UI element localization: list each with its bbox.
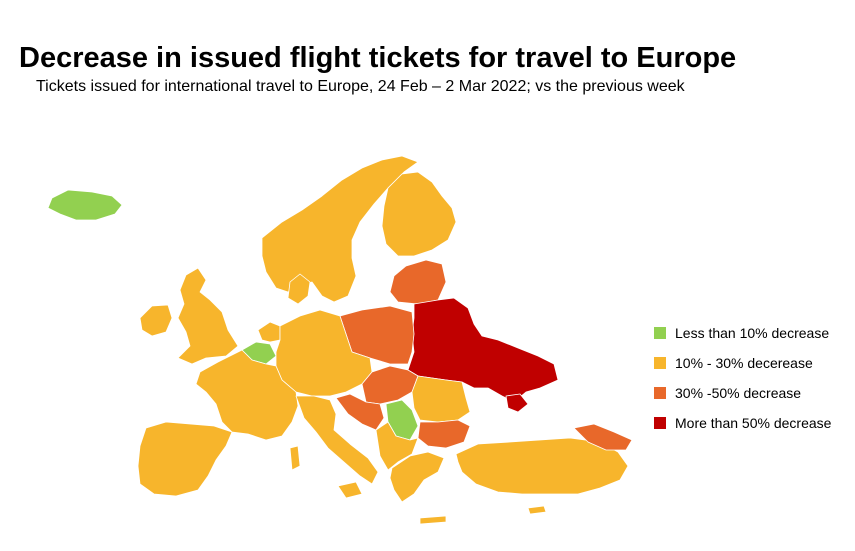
legend-label: 30% -50% decrease — [675, 385, 802, 401]
legend-label: Less than 10% decrease — [675, 325, 830, 341]
legend-item: Less than 10% decrease — [654, 318, 831, 348]
legend-item: More than 50% decrease — [654, 408, 831, 438]
region-sardinia — [289, 445, 301, 471]
region-romania — [411, 375, 471, 423]
region-western-balkans — [375, 421, 419, 471]
region-france — [195, 349, 299, 441]
legend-swatch — [654, 417, 666, 429]
region-italy — [295, 395, 379, 485]
region-netherlands — [257, 321, 281, 343]
region-ireland — [139, 304, 173, 337]
region-iceland — [47, 189, 123, 221]
region-central-europe — [275, 309, 373, 397]
legend-swatch — [654, 387, 666, 399]
region-denmark — [287, 273, 311, 305]
chart-subtitle: Tickets issued for international travel … — [36, 78, 685, 95]
region-baltics — [389, 259, 447, 305]
region-turkey — [455, 437, 629, 495]
legend-label: 10% - 30% decerease — [675, 355, 813, 371]
region-sicily — [337, 481, 363, 499]
region-crete — [419, 515, 447, 525]
region-greece — [389, 451, 445, 503]
legend-label: More than 50% decrease — [675, 415, 832, 431]
legend-swatch — [654, 357, 666, 369]
region-crimea — [505, 393, 529, 413]
region-caucasus — [573, 423, 633, 451]
region-bulgaria — [417, 419, 471, 449]
legend: Less than 10% decrease 10% - 30% decerea… — [654, 318, 831, 438]
region-great-britain — [177, 267, 239, 365]
region-iberia — [137, 421, 233, 497]
legend-swatch — [654, 327, 666, 339]
region-croatia-bosnia — [335, 393, 385, 431]
chart-title: Decrease in issued flight tickets for tr… — [19, 42, 737, 74]
region-cyprus — [527, 505, 547, 515]
legend-item: 30% -50% decrease — [654, 378, 831, 408]
legend-item: 10% - 30% decerease — [654, 348, 831, 378]
region-finland — [381, 171, 457, 257]
